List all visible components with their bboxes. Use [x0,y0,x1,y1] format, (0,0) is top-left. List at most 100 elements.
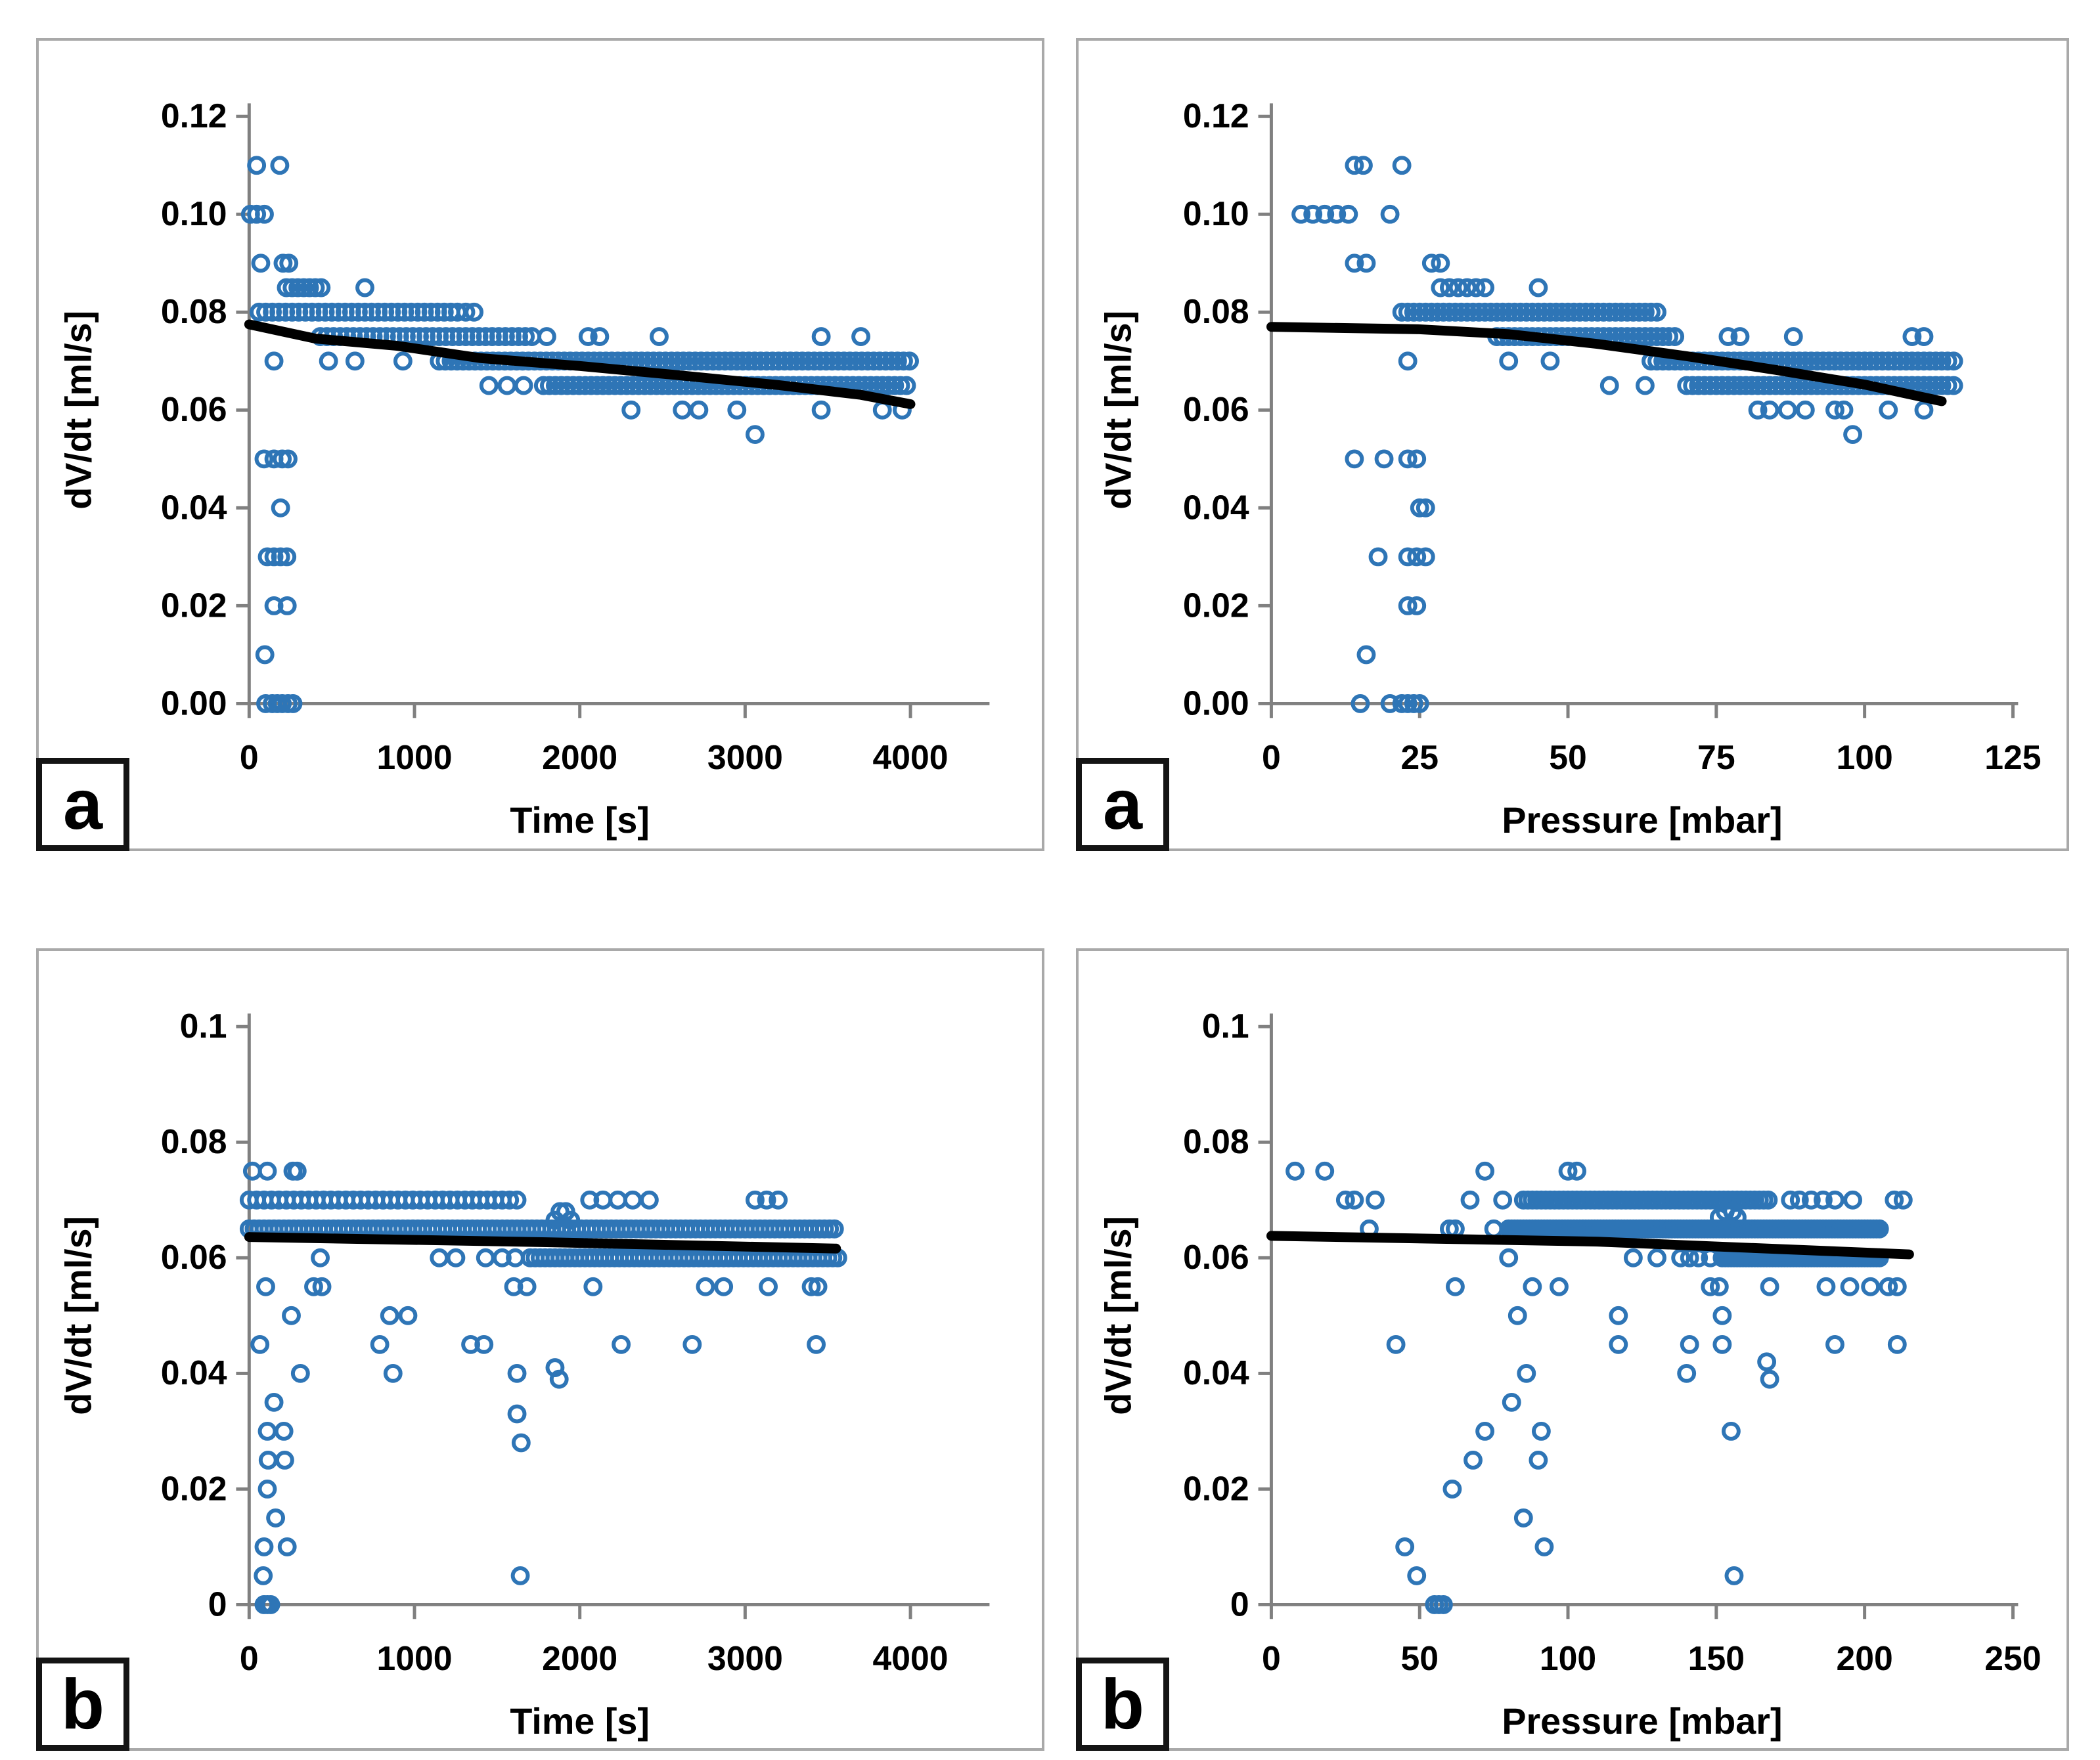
trend-line [1266,1231,1914,1260]
data-point [673,351,693,371]
data-point [1760,1369,1779,1389]
data-point [311,278,331,297]
data-point [1861,351,1881,371]
data-point [273,694,292,713]
data-point [552,376,571,395]
data-point [1517,1363,1536,1383]
data-point [549,1369,569,1389]
data-point [275,1450,294,1470]
panel-b-pressure: 0 0.02 0.04 0.06 0.08 0.1 0 50 100 150 200 250 Press… [1076,948,2069,1751]
data-point [1493,1190,1513,1210]
data-point [294,278,313,297]
y-tick-label: 0.02 [161,586,227,624]
data-point [254,449,274,469]
data-point [583,1277,603,1296]
data-point [1813,351,1833,371]
data-point [1926,351,1946,371]
data-point [709,351,729,371]
data-point [1303,204,1323,224]
data-point [507,1363,527,1383]
data-point [345,351,365,371]
y-tick-label: 0.08 [161,292,227,330]
data-point [319,351,338,371]
data-point [840,351,860,371]
y-axis-title: dV/dt [ml/s] [58,1216,99,1415]
data-point [746,425,765,445]
data-point [811,351,830,371]
data-point [1531,1421,1551,1441]
data-point [1724,1566,1744,1585]
data-point [1484,1219,1504,1239]
data-point [1813,1190,1833,1210]
data-point [370,1334,390,1354]
data-point [1718,327,1738,346]
data-point [623,376,642,395]
data-point [1701,376,1720,395]
data-point [273,253,293,273]
data-point [774,351,794,371]
data-point [1339,204,1358,224]
data-point [1529,302,1548,322]
data-point [822,351,842,371]
data-point [691,351,711,371]
data-point [811,400,831,420]
data-point [1893,1190,1913,1210]
data-point [1807,351,1827,371]
data-point [1712,376,1732,395]
data-point [1570,302,1590,322]
data-point [1481,302,1501,322]
y-axis-title: dV/dt [ml/s] [1098,1216,1139,1415]
data-point [685,351,705,371]
data-point [1926,376,1946,395]
data-point [1335,1190,1355,1210]
data-point [254,1566,273,1585]
data-point [1849,351,1869,371]
data-point [851,327,870,346]
data-point [1843,425,1862,445]
data-point [264,547,284,567]
data-point [1392,302,1412,322]
data-point [1701,1277,1720,1296]
data-point [1707,376,1726,395]
data-point [1728,1208,1747,1227]
data-point [1395,1537,1415,1556]
data-point [696,1277,715,1296]
data-point [1777,376,1797,395]
x-tick-label: 4000 [873,1639,949,1677]
data-point [1458,302,1477,322]
x-axis-title: Time [s] [510,1701,650,1742]
data-point [533,376,553,395]
data-point [1523,1277,1542,1296]
data-point [805,351,824,371]
data-point [1748,376,1768,395]
scatter-plot-b-time: 0 0.02 0.04 0.06 0.08 0.1 0 1000 2000 3000 4000 Tim… [58,1007,990,1742]
y-tick-label: 0.1 [1202,1007,1249,1045]
data-point [1754,376,1774,395]
data-point [446,1248,466,1267]
y-tick-label: 0.06 [1183,390,1249,428]
data-point [506,1248,525,1267]
data-point [727,351,747,371]
y-tick-label: 0.10 [1183,194,1249,232]
data-point [1902,351,1922,371]
x-tick-label: 0 [240,738,259,776]
data-point [882,351,901,371]
y-tick-label: 0.1 [180,1007,227,1045]
y-tick-label: 0.04 [1183,1353,1249,1392]
data-point [1404,302,1423,322]
panel-letter: b [1101,1664,1144,1744]
data-point [1315,1161,1335,1181]
data-point [1914,327,1934,346]
x-axis-title: Time [s] [510,800,650,841]
data-point [807,1334,826,1354]
data-point [739,351,759,371]
panel-letter: b [61,1664,104,1744]
data-point [312,1277,332,1296]
y-tick-label: 0.02 [1183,586,1249,624]
data-point [1493,302,1513,322]
data-point [1421,302,1441,322]
data-point [1540,302,1560,322]
data-point [746,1190,765,1210]
data-point [617,376,637,395]
data-point [1783,376,1803,395]
